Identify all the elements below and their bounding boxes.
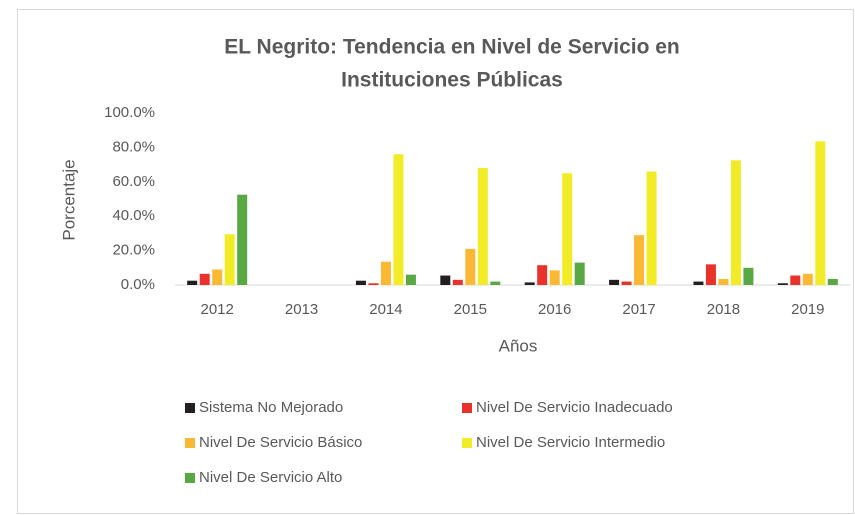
bar — [355, 280, 366, 285]
y-tick-label: 20.0% — [112, 242, 155, 259]
legend-label: Nivel De Servicio Básico — [199, 434, 362, 451]
legend-label: Sistema No Mejorado — [199, 399, 343, 416]
x-tick-label: 2017 — [622, 301, 655, 318]
bar — [815, 141, 826, 285]
chart-title: EL Negrito: Tendencia en Nivel de Servic… — [224, 36, 680, 59]
y-tick-label: 0.0% — [121, 276, 155, 293]
bar — [634, 235, 645, 285]
bar — [465, 248, 476, 285]
bar — [490, 281, 501, 285]
bar — [562, 173, 573, 285]
bar — [393, 154, 404, 285]
bar — [212, 269, 223, 285]
bar — [524, 282, 535, 285]
y-tick-label: 100.0% — [104, 104, 155, 121]
y-tick-label: 80.0% — [112, 138, 155, 155]
bar — [199, 273, 210, 285]
x-tick-label: 2019 — [791, 301, 824, 318]
bar — [574, 262, 585, 285]
bar — [440, 275, 451, 285]
legend-swatch — [185, 473, 195, 483]
bar — [452, 279, 463, 285]
bar — [743, 267, 754, 285]
bar — [802, 273, 813, 285]
bar — [368, 283, 379, 285]
bar — [187, 280, 198, 285]
x-tick-label: 2013 — [285, 301, 318, 318]
bar — [790, 275, 801, 285]
y-axis-label: Porcentaje — [59, 159, 78, 240]
y-tick-label: 60.0% — [112, 173, 155, 190]
legend-swatch — [462, 438, 472, 448]
x-tick-label: 2016 — [538, 301, 571, 318]
legend-label: Nivel De Servicio Intermedio — [476, 434, 665, 451]
x-tick-label: 2015 — [454, 301, 487, 318]
bar — [549, 270, 560, 285]
bar — [477, 168, 488, 285]
bar — [224, 234, 235, 285]
bar — [621, 281, 632, 285]
bar — [718, 278, 729, 285]
x-axis-label: Años — [499, 336, 538, 355]
bar — [380, 261, 391, 285]
bar — [693, 281, 704, 285]
x-tick-label: 2014 — [369, 301, 402, 318]
bar — [705, 264, 716, 285]
bar — [405, 274, 416, 285]
bar — [827, 278, 838, 285]
chart-border — [17, 9, 854, 514]
legend-swatch — [185, 403, 195, 413]
bar — [237, 194, 248, 285]
bar — [537, 265, 548, 285]
x-tick-label: 2012 — [201, 301, 234, 318]
legend-label: Nivel De Servicio Inadecuado — [476, 399, 673, 416]
bar — [646, 171, 657, 285]
chart-title: Instituciones Públicas — [341, 69, 563, 92]
legend-label: Nivel De Servicio Alto — [199, 469, 342, 486]
y-tick-label: 40.0% — [112, 207, 155, 224]
x-tick-label: 2018 — [707, 301, 740, 318]
legend-swatch — [185, 438, 195, 448]
bar — [730, 160, 741, 285]
bar — [777, 283, 788, 285]
bar — [609, 279, 620, 285]
legend-swatch — [462, 403, 472, 413]
